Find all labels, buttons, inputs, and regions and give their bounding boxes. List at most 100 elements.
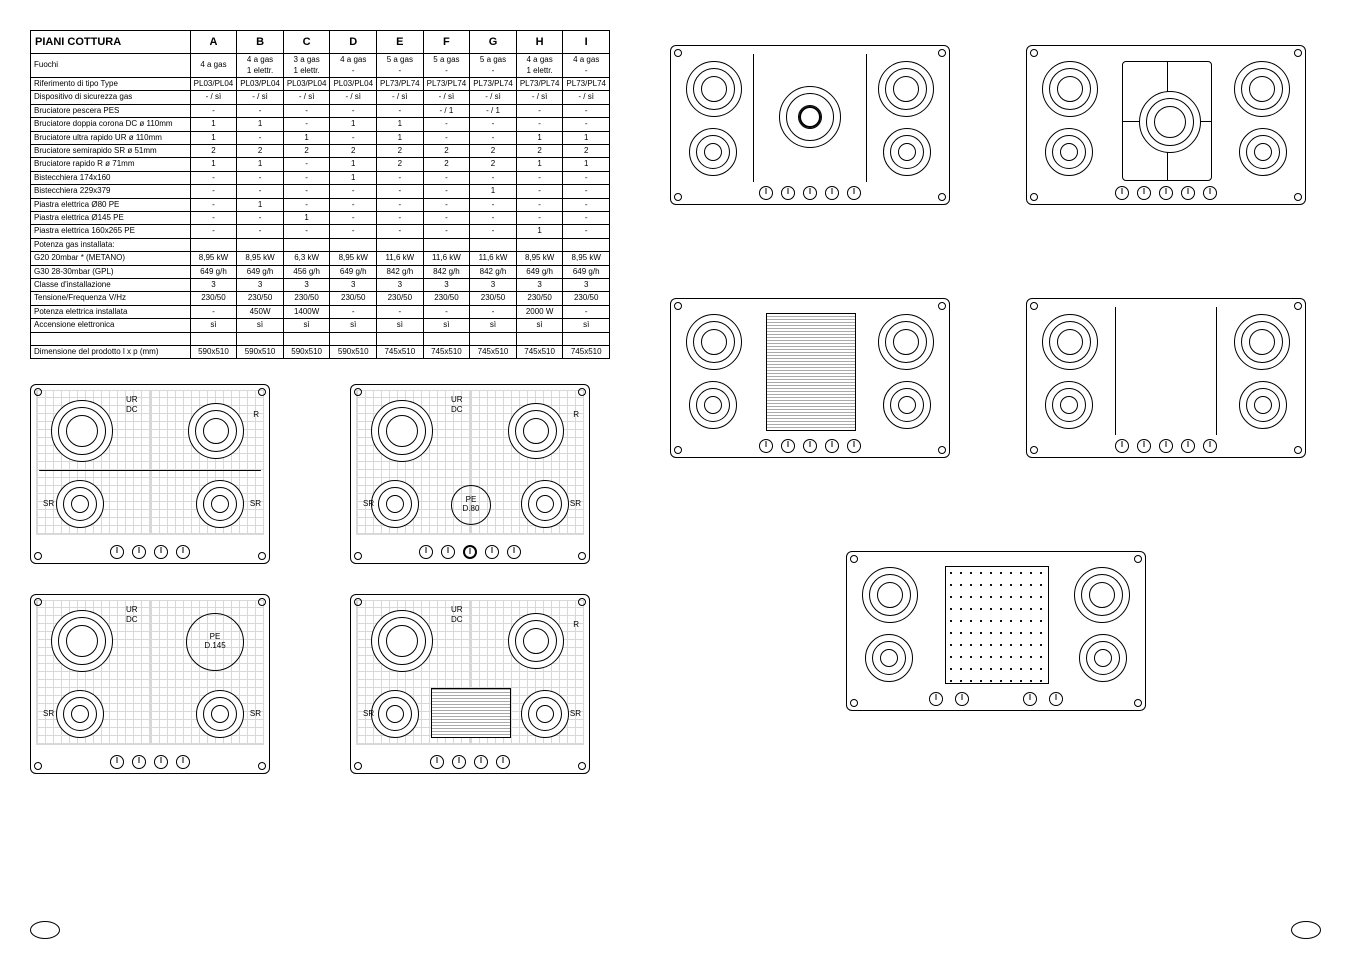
- cell: 2: [237, 145, 284, 158]
- cell: -: [190, 171, 237, 184]
- cell: -: [377, 104, 424, 117]
- cell: - / sì: [190, 91, 237, 104]
- col-d: D: [330, 31, 377, 54]
- cell: 590x510: [190, 345, 237, 358]
- cell: -: [283, 118, 330, 131]
- cell: 1: [330, 171, 377, 184]
- cell: 4 a gas1 elettr.: [237, 54, 284, 78]
- cell: -: [563, 171, 610, 184]
- cell: 2: [470, 145, 517, 158]
- label-sr: SR: [43, 709, 54, 718]
- row-label: Bistecchiera 174x160: [31, 171, 191, 184]
- cell: -: [190, 211, 237, 224]
- cell: - / sì: [470, 91, 517, 104]
- cell: 4 a gas: [190, 54, 237, 78]
- cell: 230/50: [423, 292, 470, 305]
- cell: 649 g/h: [563, 265, 610, 278]
- cell: -: [423, 131, 470, 144]
- label-dc: DC: [126, 615, 138, 624]
- label-ur: UR: [451, 605, 463, 614]
- cell: 1: [516, 131, 563, 144]
- cell: - / sì: [330, 91, 377, 104]
- left-column: PIANI COTTURA A B C D E F G H I Fuochi4 …: [30, 30, 610, 774]
- row-label: Dispositivo di sicurezza gas: [31, 91, 191, 104]
- col-i: I: [563, 31, 610, 54]
- cell: 4 a gas-: [563, 54, 610, 78]
- cell: 1: [516, 225, 563, 238]
- cell: 4 a gas-: [330, 54, 377, 78]
- cell: 3: [470, 278, 517, 291]
- cell: sì: [470, 319, 517, 332]
- cell: 2: [377, 158, 424, 171]
- col-b: B: [237, 31, 284, 54]
- cell: 230/50: [330, 292, 377, 305]
- cell: -: [377, 305, 424, 318]
- col-e: E: [377, 31, 424, 54]
- row-label: Bruciatore rapido R ø 71mm: [31, 158, 191, 171]
- row-label: Bruciatore ultra rapido UR ø 110mm: [31, 131, 191, 144]
- label-sr: SR: [43, 499, 54, 508]
- cell: -: [190, 185, 237, 198]
- cell: sì: [563, 319, 610, 332]
- cell: 1: [237, 158, 284, 171]
- label-r: R: [573, 620, 579, 629]
- cell: 5 a gas-: [377, 54, 424, 78]
- cell: [516, 238, 563, 251]
- cooktop-a: UR DC R SR SR: [30, 384, 270, 564]
- row-label: G30 28-30mbar (GPL): [31, 265, 191, 278]
- cell: [330, 332, 377, 345]
- row-label: Fuochi: [31, 54, 191, 78]
- cell: [190, 238, 237, 251]
- table-row: Potenza gas installata:: [31, 238, 610, 251]
- cell: -: [377, 211, 424, 224]
- table-row: Bruciatore doppia corona DC ø 110mm11-11…: [31, 118, 610, 131]
- cell: 1: [283, 211, 330, 224]
- cell: -: [470, 131, 517, 144]
- cell: -: [330, 131, 377, 144]
- cell: -: [423, 198, 470, 211]
- spec-table: PIANI COTTURA A B C D E F G H I Fuochi4 …: [30, 30, 610, 359]
- row-label: Piastra elettrica 160x265 PE: [31, 225, 191, 238]
- cell: [283, 238, 330, 251]
- cell: 11,6 kW: [423, 252, 470, 265]
- cell: 5 a gas-: [423, 54, 470, 78]
- cell: -: [283, 171, 330, 184]
- cell: PL73/PL74: [423, 78, 470, 91]
- cell: -: [377, 171, 424, 184]
- cell: 842 g/h: [377, 265, 424, 278]
- cell: -: [563, 185, 610, 198]
- cell: PL03/PL04: [283, 78, 330, 91]
- punch-hole-right: [1291, 921, 1321, 939]
- table-row: Classe d'installazione333333333: [31, 278, 610, 291]
- cell: 3: [283, 278, 330, 291]
- cell: 745x510: [377, 345, 424, 358]
- label-r: R: [573, 410, 579, 419]
- cell: 3 a gas1 elettr.: [283, 54, 330, 78]
- table-row: Tensione/Frequenza V/Hz230/50230/50230/5…: [31, 292, 610, 305]
- cell: -: [283, 185, 330, 198]
- row-label: Classe d'installazione: [31, 278, 191, 291]
- table-row: [31, 332, 610, 345]
- cell: 230/50: [563, 292, 610, 305]
- row-label: Bruciatore pescera PES: [31, 104, 191, 117]
- cell: -: [470, 118, 517, 131]
- cell: - / sì: [283, 91, 330, 104]
- table-row: Potenza elettrica installata-450W1400W--…: [31, 305, 610, 318]
- cell: - / sì: [237, 91, 284, 104]
- cell: 8,95 kW: [190, 252, 237, 265]
- cell: sì: [237, 319, 284, 332]
- cell: PL03/PL04: [237, 78, 284, 91]
- cell: 5 a gas-: [470, 54, 517, 78]
- label-ur: UR: [126, 395, 138, 404]
- cell: 1: [330, 118, 377, 131]
- cell: -: [237, 131, 284, 144]
- cell: -: [190, 104, 237, 117]
- table-title: PIANI COTTURA: [31, 31, 191, 54]
- cell: 6,3 kW: [283, 252, 330, 265]
- cell: [237, 238, 284, 251]
- cell: 842 g/h: [423, 265, 470, 278]
- cell: -: [237, 185, 284, 198]
- cell: -: [283, 104, 330, 117]
- cell: 3: [563, 278, 610, 291]
- cell: 450W: [237, 305, 284, 318]
